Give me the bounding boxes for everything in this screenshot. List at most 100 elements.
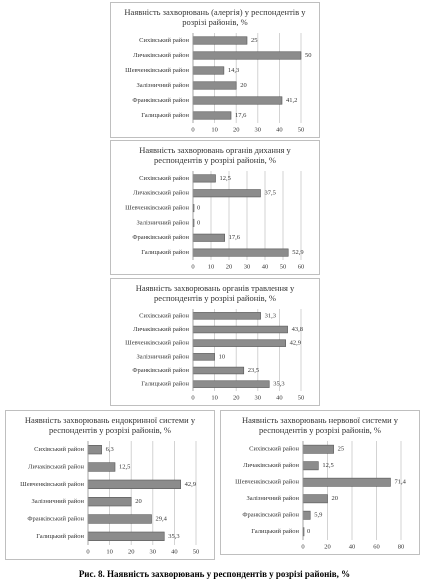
value-label: 23,5 <box>248 367 259 374</box>
y-tick-label: Шевченківський район <box>125 340 189 347</box>
bar <box>302 461 319 471</box>
chart: 0 10 20 30 40 50 Сихівський район 6,3 Личаківськ… <box>20 441 199 555</box>
value-label: 5,9 <box>314 512 322 519</box>
bar <box>192 325 288 334</box>
value-label: 42,9 <box>185 481 196 488</box>
value-label: 0 <box>197 205 200 212</box>
value-label: 12,5 <box>119 463 130 470</box>
x-tick-label: 60 <box>373 543 380 550</box>
chart-title: Наявність захворювань нервової системи у… <box>242 415 398 435</box>
x-tick-label: 10 <box>211 126 218 133</box>
y-tick-label: Личаківський район <box>243 462 299 469</box>
y-tick-label: Сихівський район <box>139 37 189 44</box>
y-tick-label: Сихівський район <box>34 446 84 453</box>
x-tick-label: 50 <box>298 126 305 133</box>
y-tick-label: Франківський район <box>242 512 299 519</box>
value-label: 31,3 <box>265 312 276 319</box>
y-tick-label: Сихівський район <box>249 446 299 453</box>
bar <box>87 445 102 455</box>
x-tick-label: 80 <box>398 543 405 550</box>
x-tick-label: 20 <box>128 548 135 555</box>
y-tick-label: Сихівський район <box>139 175 189 182</box>
bar <box>192 51 302 60</box>
y-tick-label: Галицький район <box>141 112 189 119</box>
chart-panel: Наявність захворювань нервової системи у… <box>220 410 420 555</box>
value-label: 14,3 <box>228 67 239 74</box>
bar <box>192 36 248 45</box>
bar <box>192 248 289 257</box>
x-tick-label: 40 <box>349 543 356 550</box>
y-tick-label: Галицький район <box>141 381 189 388</box>
value-label: 0 <box>307 528 310 535</box>
x-tick-label: 10 <box>106 548 113 555</box>
y-tick-label: Залізничний район <box>137 82 190 89</box>
bar <box>192 366 245 375</box>
value-label: 43,8 <box>292 326 303 333</box>
chart-title: Наявність захворювань органів дихання у … <box>139 145 291 165</box>
y-tick-label: Галицький район <box>251 528 299 535</box>
bar <box>87 462 116 472</box>
value-label: 20 <box>240 82 247 89</box>
bar <box>192 111 232 120</box>
caption: Рис. 8. Наявність захворювань у респонде… <box>78 569 351 579</box>
chart: 0 10 20 30 40 50 Сихівський район 25 Личаківськи… <box>125 33 312 133</box>
x-tick-label: 50 <box>280 263 287 270</box>
chart-panel: Наявність захворювань органів травлення … <box>110 278 320 406</box>
x-tick-label: 0 <box>191 263 194 270</box>
x-tick-label: 40 <box>276 126 283 133</box>
value-label: 0 <box>197 219 200 226</box>
y-tick-label: Залізничний район <box>247 495 300 502</box>
y-tick-label: Личаківський район <box>133 52 189 59</box>
x-tick-label: 40 <box>276 394 283 401</box>
y-tick-label: Шевченківський район <box>20 481 84 488</box>
bar <box>192 96 283 105</box>
value-label: 29,4 <box>156 515 168 522</box>
bar <box>192 339 286 347</box>
x-tick-label: 20 <box>226 263 233 270</box>
y-tick-label: Личаківський район <box>133 190 189 197</box>
bar <box>192 353 215 361</box>
value-label: 25 <box>338 446 345 453</box>
x-tick-label: 30 <box>255 394 261 401</box>
value-label: 25 <box>251 37 258 44</box>
bar <box>192 81 237 90</box>
chart-title: Наявність захворювань органів травлення … <box>135 283 295 303</box>
value-label: 35,3 <box>273 381 284 388</box>
x-tick-label: 20 <box>233 126 240 133</box>
bar <box>192 233 225 242</box>
x-tick-label: 0 <box>191 394 194 401</box>
bar <box>87 531 165 541</box>
y-tick-label: Франківський район <box>132 97 189 104</box>
y-tick-label: Залізничний район <box>32 498 85 505</box>
value-label: 41,2 <box>286 97 297 104</box>
y-tick-label: Шевченківський район <box>125 205 189 212</box>
y-tick-label: Франківський район <box>132 367 189 374</box>
value-label: 17,6 <box>235 112 247 119</box>
y-tick-label: Сихівський район <box>139 312 189 319</box>
chart-title: Наявність захворювань ендокринної систем… <box>24 415 196 435</box>
y-tick-label: Франківський район <box>132 234 189 241</box>
x-tick-label: 30 <box>244 263 251 270</box>
chart-panel: Наявність захворювань ендокринної систем… <box>5 410 215 560</box>
bar <box>87 479 181 489</box>
chart: 0 10 20 30 40 50 Сихівський район 31,3 Личаківсь… <box>125 309 305 401</box>
x-tick-label: 30 <box>255 126 261 133</box>
x-tick-label: 0 <box>86 548 89 555</box>
y-tick-label: Галицький район <box>36 533 84 540</box>
x-tick-label: 20 <box>233 394 240 401</box>
x-tick-label: 50 <box>298 394 305 401</box>
bar <box>302 477 391 487</box>
value-label: 10 <box>219 353 226 360</box>
bar <box>302 494 328 504</box>
chart: 0 10 20 30 40 50 60 Сихівський район 12,5 Личаків… <box>125 171 304 270</box>
value-label: 71,4 <box>394 479 406 486</box>
value-label: 42,9 <box>290 340 301 347</box>
chart-title: Наявність захворювань (алергія) у респон… <box>124 7 306 27</box>
y-tick-label: Шевченківський район <box>125 67 189 74</box>
bar <box>192 312 261 320</box>
x-tick-label: 0 <box>301 543 304 550</box>
value-label: 12,5 <box>220 175 231 182</box>
bar <box>87 514 152 524</box>
bar <box>192 380 270 388</box>
